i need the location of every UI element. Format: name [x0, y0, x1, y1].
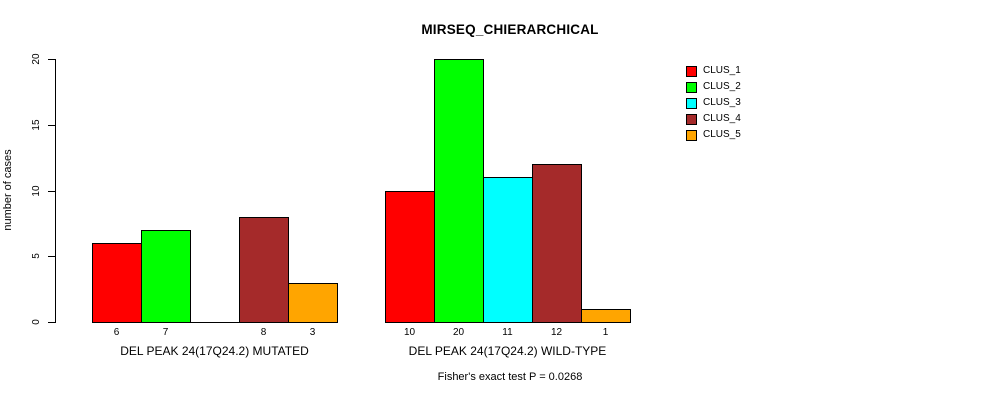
y-tick-label: 0 [31, 319, 42, 325]
legend-label: CLUS_2 [703, 81, 741, 92]
legend-swatch [686, 98, 697, 109]
bar-value-label: 1 [602, 327, 609, 338]
group-label: DEL PEAK 24(17Q24.2) MUTATED [120, 344, 309, 358]
y-tick [48, 124, 55, 126]
bar-value-label: 12 [550, 327, 563, 338]
bar-value-label: 20 [452, 327, 465, 338]
y-tick [48, 256, 55, 258]
bar-value-label: 3 [309, 327, 316, 338]
y-axis-label: number of cases [2, 149, 14, 231]
y-tick [48, 59, 55, 60]
legend-label: CLUS_1 [703, 65, 741, 76]
y-axis-line [55, 59, 56, 323]
y-tick-label: 5 [31, 253, 42, 260]
y-tick [48, 190, 55, 192]
bar-clus_1-group2 [385, 190, 435, 323]
bar-clus_2-group2 [434, 59, 484, 323]
legend-swatch [686, 66, 697, 77]
group-label: DEL PEAK 24(17Q24.2) WILD-TYPE [408, 344, 607, 358]
bar-clus_1-group1 [92, 243, 142, 323]
chart-title: MIRSEQ_CHIERARCHICAL [421, 22, 599, 37]
y-tick-label: 15 [31, 119, 42, 131]
legend-swatch [686, 114, 697, 125]
legend-swatch [686, 130, 697, 141]
y-tick-label: 20 [31, 53, 42, 65]
legend-label: CLUS_3 [703, 97, 741, 108]
bar-clus_3-group1 [190, 322, 240, 323]
bar-value-label: 8 [260, 327, 267, 338]
bar-clus_4-group1 [239, 216, 289, 323]
y-tick [48, 322, 55, 323]
bar-value-label: 10 [403, 327, 416, 338]
bar-clus_4-group2 [532, 164, 582, 323]
legend-label: CLUS_4 [703, 113, 741, 124]
bar-clus_5-group2 [581, 308, 631, 323]
annotation-text: Fisher's exact test P = 0.0268 [437, 371, 583, 383]
y-tick-label: 10 [31, 184, 42, 197]
bar-value-label: 6 [113, 327, 120, 338]
bar-value-label: 11 [502, 327, 513, 338]
legend-swatch [686, 82, 697, 93]
bar-value-label: 7 [162, 327, 169, 338]
bar-clus_5-group1 [288, 282, 338, 323]
bar-clus_3-group2 [483, 177, 533, 323]
bar-clus_2-group1 [141, 229, 191, 323]
legend-label: CLUS_5 [703, 129, 741, 140]
